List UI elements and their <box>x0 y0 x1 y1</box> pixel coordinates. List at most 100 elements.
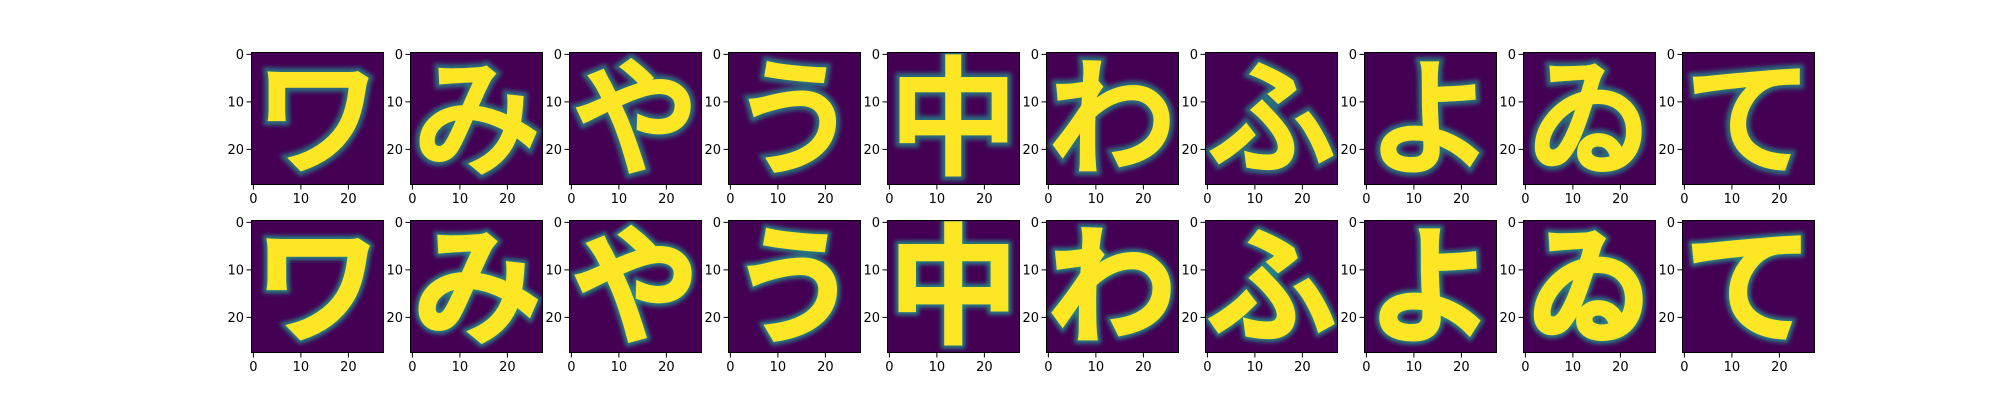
x-tick-label: 0 <box>726 192 734 207</box>
x-tick-label: 20 <box>1135 192 1152 207</box>
y-tick-label: 10 <box>704 95 721 110</box>
y-tick-label: 20 <box>1022 311 1039 326</box>
y-tick-label: 0 <box>1667 48 1675 63</box>
y-tick-label: 20 <box>863 143 880 158</box>
y-tick-label: 10 <box>227 95 244 110</box>
y-tick-label: 20 <box>386 143 403 158</box>
image-background <box>410 220 543 353</box>
x-tick-label: 10 <box>1406 192 1423 207</box>
y-tick-label: 10 <box>1340 95 1357 110</box>
glyph-glow: う <box>731 215 857 362</box>
x-tick-label: 10 <box>611 192 628 207</box>
y-tick-label: 20 <box>1499 311 1516 326</box>
x-tick-label: 20 <box>817 360 834 375</box>
y-tick-label: 10 <box>1499 95 1516 110</box>
axes-frame <box>1682 220 1815 353</box>
x-tick-label: 20 <box>1135 360 1152 375</box>
x-tick-label: 0 <box>885 192 893 207</box>
axes-frame <box>1205 52 1338 185</box>
y-tick-label: 0 <box>236 216 244 231</box>
glyph-core: よ <box>1367 47 1493 194</box>
image-background <box>1364 52 1497 185</box>
image-background <box>1682 220 1815 353</box>
y-tick-label: 10 <box>1181 263 1198 278</box>
glyph-core: ワ <box>254 215 380 362</box>
y-tick-label: 20 <box>704 143 721 158</box>
image-background <box>1205 52 1338 185</box>
y-tick-label: 10 <box>1022 95 1039 110</box>
y-tick-label: 0 <box>1667 216 1675 231</box>
image-background <box>1523 220 1656 353</box>
x-tick-label: 10 <box>452 192 469 207</box>
image-background <box>1364 220 1497 353</box>
y-tick-label: 0 <box>236 48 244 63</box>
x-tick-label: 20 <box>658 360 675 375</box>
glyph-glow: み <box>413 215 539 362</box>
x-tick-label: 10 <box>452 360 469 375</box>
glyph-glow: ワ <box>254 215 380 362</box>
y-tick-label: 10 <box>704 263 721 278</box>
y-tick-label: 10 <box>1658 95 1675 110</box>
glyph-glow: み <box>413 47 539 194</box>
x-tick-label: 20 <box>340 360 357 375</box>
image-background <box>1682 52 1815 185</box>
axes-frame <box>1046 220 1179 353</box>
image-background <box>569 52 702 185</box>
glyph-core: う <box>731 215 857 362</box>
axes-frame <box>410 52 543 185</box>
image-background <box>1046 52 1179 185</box>
y-tick-label: 0 <box>713 216 721 231</box>
x-tick-label: 0 <box>1680 360 1688 375</box>
x-tick-label: 10 <box>1088 192 1105 207</box>
axes-frame <box>1682 52 1815 185</box>
y-tick-label: 10 <box>1340 263 1357 278</box>
y-tick-label: 10 <box>386 95 403 110</box>
glyph-core: 中 <box>890 47 1016 194</box>
y-tick-label: 10 <box>545 263 562 278</box>
y-tick-label: 10 <box>545 95 562 110</box>
axes-frame <box>1364 220 1497 353</box>
image-background <box>410 52 543 185</box>
image-background <box>728 52 861 185</box>
y-tick-label: 20 <box>1658 143 1675 158</box>
x-tick-label: 10 <box>770 192 787 207</box>
glyph-core: て <box>1685 47 1811 194</box>
y-tick-label: 10 <box>1181 95 1198 110</box>
y-tick-label: 20 <box>704 311 721 326</box>
x-tick-label: 0 <box>408 192 416 207</box>
y-tick-label: 20 <box>227 143 244 158</box>
glyph-core: ゐ <box>1526 47 1652 194</box>
image-background <box>251 52 384 185</box>
x-tick-label: 0 <box>726 360 734 375</box>
x-tick-label: 10 <box>1724 192 1741 207</box>
axes-frame <box>410 220 543 353</box>
y-tick-label: 10 <box>1658 263 1675 278</box>
y-tick-label: 0 <box>1349 48 1357 63</box>
x-tick-label: 0 <box>1521 192 1529 207</box>
x-tick-label: 0 <box>1362 360 1370 375</box>
image-background <box>728 220 861 353</box>
image-background <box>887 220 1020 353</box>
glyph-glow: ゐ <box>1526 47 1652 194</box>
glyph-glow: ふ <box>1208 47 1334 194</box>
x-tick-label: 0 <box>249 192 257 207</box>
axes-frame <box>1523 52 1656 185</box>
x-tick-label: 20 <box>499 360 516 375</box>
glyph-core: み <box>413 47 539 194</box>
y-tick-label: 0 <box>395 48 403 63</box>
glyph-core: わ <box>1049 47 1175 194</box>
glyph-core: み <box>413 215 539 362</box>
image-background <box>569 220 702 353</box>
x-tick-label: 10 <box>1724 360 1741 375</box>
